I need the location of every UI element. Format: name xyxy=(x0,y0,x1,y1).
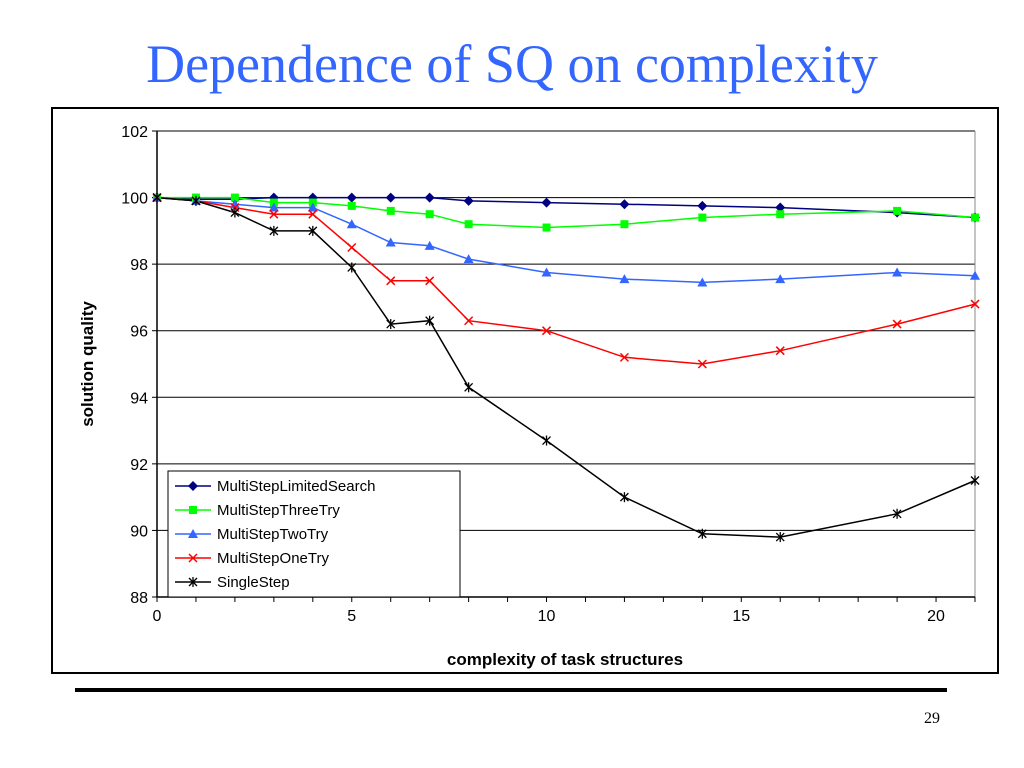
legend-marker-multi-step-limited-search xyxy=(188,481,198,491)
chart-frame: 88 90 92 94 96 98 100 102 0 5 10 15 20 MultiStepLimi… xyxy=(51,107,999,674)
x-tick-label: 10 xyxy=(538,608,556,625)
legend-label-multi-step-two-try: MultiStepTwoTry xyxy=(217,526,329,543)
series-line-multi-step-three-try xyxy=(157,196,976,229)
data-point-multi-step-two-try xyxy=(346,219,357,229)
data-point-single-step xyxy=(191,195,201,206)
data-point-multi-step-two-try xyxy=(697,277,708,287)
legend-label-single-step: SingleStep xyxy=(217,574,290,591)
data-point-multi-step-one-try xyxy=(269,209,279,219)
data-point-multi-step-three-try xyxy=(464,220,473,229)
data-point-multi-step-two-try xyxy=(268,202,279,212)
legend-marker-multi-step-two-try xyxy=(188,529,198,538)
legend-label-multi-step-limited-search: MultiStepLimitedSearch xyxy=(217,478,375,495)
series-line-multi-step-one-try xyxy=(156,196,976,365)
data-point-multi-step-one-try xyxy=(619,352,629,362)
y-tick-label: 102 xyxy=(121,124,148,141)
data-point-single-step xyxy=(542,435,551,446)
data-point-multi-step-two-try xyxy=(307,202,318,212)
data-point-multi-step-one-try xyxy=(697,359,707,369)
legend-marker-multi-step-one-try xyxy=(188,553,198,563)
divider-rule xyxy=(75,688,947,692)
legend: MultiStepLimitedSearch MultiStepThreeTry M… xyxy=(167,470,461,598)
data-point-multi-step-three-try xyxy=(971,213,979,222)
legend-marker-multi-step-three-try xyxy=(189,506,197,514)
data-point-multi-step-three-try xyxy=(776,210,785,219)
y-tick-label: 88 xyxy=(130,590,148,607)
data-point-single-step xyxy=(970,475,980,486)
data-point-single-step xyxy=(775,532,785,543)
data-point-multi-step-one-try xyxy=(970,299,980,309)
data-point-single-step xyxy=(386,319,396,330)
data-point-single-step xyxy=(464,382,474,393)
data-point-multi-step-two-try xyxy=(385,237,396,247)
data-point-multi-step-two-try xyxy=(424,240,435,250)
data-point-single-step xyxy=(308,225,318,236)
x-axis-title: complexity of task structures xyxy=(447,650,683,669)
data-point-multi-step-limited-search xyxy=(385,192,396,203)
data-point-single-step xyxy=(697,528,707,539)
data-point-multi-step-two-try xyxy=(463,254,474,264)
data-point-multi-step-two-try xyxy=(775,274,786,284)
data-point-single-step xyxy=(425,315,435,326)
y-tick-label: 90 xyxy=(130,523,148,540)
y-tick-label: 94 xyxy=(130,390,148,407)
data-point-single-step xyxy=(892,508,902,519)
data-point-multi-step-three-try xyxy=(542,223,551,232)
data-point-multi-step-three-try xyxy=(425,210,434,219)
legend-box xyxy=(167,470,461,598)
data-point-multi-step-limited-search xyxy=(346,192,357,203)
page-number: 29 xyxy=(924,710,940,727)
data-point-multi-step-limited-search xyxy=(424,192,435,203)
data-point-multi-step-three-try xyxy=(893,206,902,215)
data-point-multi-step-one-try xyxy=(775,346,785,356)
legend-label-multi-step-three-try: MultiStepThreeTry xyxy=(217,502,340,519)
data-point-single-step xyxy=(347,262,357,273)
data-point-single-step xyxy=(230,207,240,218)
data-point-multi-step-one-try xyxy=(425,276,435,286)
data-point-multi-step-one-try xyxy=(386,276,396,286)
data-point-multi-step-three-try xyxy=(386,206,395,215)
x-tick-label: 5 xyxy=(347,608,356,625)
data-point-multi-step-one-try xyxy=(308,209,318,219)
data-point-single-step xyxy=(269,225,279,236)
x-tick-label: 20 xyxy=(927,608,945,625)
x-tick-label: 15 xyxy=(732,608,750,625)
data-point-multi-step-three-try xyxy=(347,201,356,210)
data-point-multi-step-two-try xyxy=(541,267,552,277)
data-point-single-step xyxy=(619,492,629,503)
series-markers xyxy=(152,192,980,543)
y-tick-label: 98 xyxy=(130,257,148,274)
data-point-multi-step-three-try xyxy=(698,213,707,222)
legend-label-multi-step-one-try: MultiStepOneTry xyxy=(217,550,329,567)
y-tick-label: 96 xyxy=(130,324,148,341)
slide-title: Dependence of SQ on complexity xyxy=(146,34,878,94)
data-point-multi-step-two-try xyxy=(970,270,980,280)
data-point-multi-step-two-try xyxy=(619,274,630,284)
data-point-single-step xyxy=(152,192,162,203)
legend-marker-single-step xyxy=(188,577,198,587)
data-point-multi-step-limited-search xyxy=(463,195,474,206)
data-point-multi-step-limited-search xyxy=(697,200,708,211)
line-chart: 88 90 92 94 96 98 100 102 0 5 10 15 20 MultiStepLimi… xyxy=(78,124,980,669)
y-axis-title: solution quality xyxy=(78,301,97,427)
data-point-multi-step-one-try xyxy=(892,319,902,329)
data-point-multi-step-three-try xyxy=(620,220,629,229)
data-point-multi-step-one-try xyxy=(347,242,357,253)
data-point-multi-step-limited-search xyxy=(619,199,630,210)
x-tick-label: 0 xyxy=(153,608,162,625)
data-point-multi-step-limited-search xyxy=(541,197,552,208)
data-point-multi-step-one-try xyxy=(541,326,552,336)
data-point-multi-step-limited-search xyxy=(775,202,786,213)
data-point-multi-step-one-try xyxy=(464,316,474,326)
y-tick-label: 92 xyxy=(130,457,148,474)
data-point-multi-step-three-try xyxy=(230,193,239,202)
y-tick-label: 100 xyxy=(121,191,148,208)
data-point-multi-step-two-try xyxy=(892,267,903,277)
